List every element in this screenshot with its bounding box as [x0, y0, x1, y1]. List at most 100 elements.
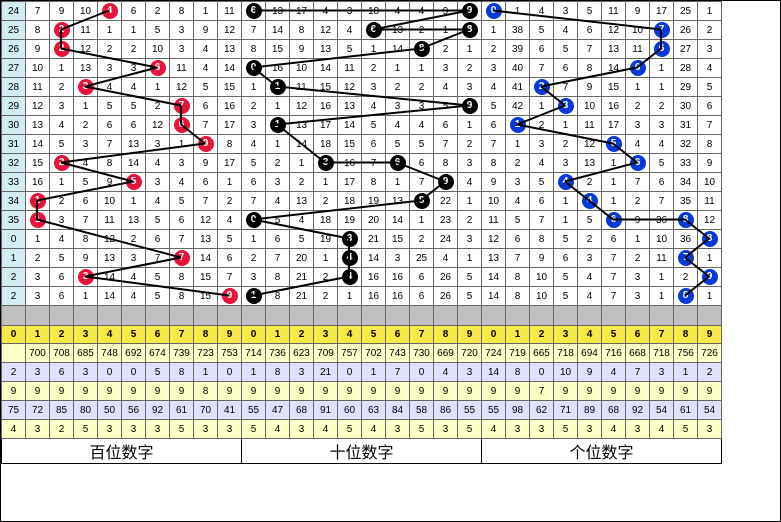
cell: 2	[458, 211, 482, 230]
header-cell: 5	[362, 326, 386, 344]
cell: 17	[338, 173, 362, 192]
cell: 5	[146, 287, 170, 306]
stat-index: 9	[2, 382, 26, 401]
cell: 2	[314, 287, 338, 306]
stat-cell: 714	[242, 344, 266, 363]
cell: 3	[50, 211, 74, 230]
cell: 18	[314, 135, 338, 154]
trend-ball: 7	[174, 250, 190, 266]
cell: 8	[362, 173, 386, 192]
stat-cell: 9	[554, 382, 578, 401]
cell: 7	[170, 249, 194, 268]
cell: 4	[554, 21, 578, 40]
cell: 3	[362, 78, 386, 97]
stat-cell: 4	[650, 420, 674, 439]
cell: 1	[26, 211, 50, 230]
cell: 7	[74, 211, 98, 230]
header-cell: 8	[674, 326, 698, 344]
cell: 7	[530, 59, 554, 78]
cell: 40	[506, 59, 530, 78]
stat-cell: 1	[674, 363, 698, 382]
cell: 3	[386, 249, 410, 268]
cell: 1	[266, 97, 290, 116]
cell: 3	[506, 173, 530, 192]
stat-cell: 4	[602, 363, 626, 382]
cell: 14	[338, 116, 362, 135]
cell: 6	[602, 211, 626, 230]
stat-cell: 5	[674, 420, 698, 439]
stat-cell: 0	[218, 363, 242, 382]
stat-cell: 10	[554, 363, 578, 382]
cell: 16	[266, 59, 290, 78]
cell: 7	[530, 211, 554, 230]
stat-cell: 9	[290, 382, 314, 401]
cell: 12	[602, 21, 626, 40]
cell: 14	[362, 249, 386, 268]
trend-ball: 1	[270, 79, 286, 95]
cell: 9	[218, 287, 242, 306]
cell: 4	[122, 78, 146, 97]
cell: 1	[650, 59, 674, 78]
cell: 14	[98, 268, 122, 287]
stat-cell: 724	[482, 344, 506, 363]
cell: 4	[170, 173, 194, 192]
cell: 8	[578, 59, 602, 78]
cell: 5	[98, 97, 122, 116]
stat-cell: 84	[386, 401, 410, 420]
cell: 6	[98, 116, 122, 135]
cell: 2	[146, 2, 170, 21]
cell: 8	[242, 40, 266, 59]
cell: 9	[434, 173, 458, 192]
stat-cell: 85	[50, 401, 74, 420]
row-index: 25	[2, 21, 26, 40]
stat-cell: 3	[386, 420, 410, 439]
cell: 11	[482, 211, 506, 230]
stat-cell: 54	[698, 401, 722, 420]
row-index: 1	[2, 249, 26, 268]
trend-ball: 9	[438, 174, 454, 190]
cell: 24	[434, 230, 458, 249]
cell: 2	[410, 230, 434, 249]
cell: 12	[98, 230, 122, 249]
cell: 3	[434, 59, 458, 78]
cell: 8	[482, 154, 506, 173]
cell: 1	[26, 192, 50, 211]
cell: 1	[458, 116, 482, 135]
cell: 15	[386, 230, 410, 249]
cell: 12	[698, 211, 722, 230]
stat-cell: 665	[530, 344, 554, 363]
stat-cell: 3	[698, 420, 722, 439]
cell: 12	[314, 21, 338, 40]
cell: 12	[338, 78, 362, 97]
cell: 8	[170, 268, 194, 287]
cell: 12	[578, 135, 602, 154]
cell: 6	[626, 154, 650, 173]
trend-ball: 0	[486, 3, 502, 19]
cell: 3	[458, 78, 482, 97]
cell: 3	[170, 40, 194, 59]
cell: 35	[674, 192, 698, 211]
cell: 5	[146, 268, 170, 287]
cell: 1	[506, 135, 530, 154]
stat-cell: 72	[26, 401, 50, 420]
stat-cell: 55	[482, 401, 506, 420]
header-cell: 1	[26, 326, 50, 344]
stat-cell: 3	[74, 363, 98, 382]
stat-cell: 623	[290, 344, 314, 363]
pane-label: 个位数字	[482, 439, 722, 464]
cell: 11	[290, 78, 314, 97]
header-cell: 6	[386, 326, 410, 344]
cell: 2	[410, 78, 434, 97]
stat-cell: 7	[530, 382, 554, 401]
cell: 16	[602, 97, 626, 116]
cell: 3	[386, 97, 410, 116]
cell: 1	[626, 78, 650, 97]
cell: 2	[314, 192, 338, 211]
cell: 1	[290, 154, 314, 173]
trend-ball: 7	[174, 98, 190, 114]
cell: 7	[482, 135, 506, 154]
cell: 32	[674, 135, 698, 154]
cell: 13	[26, 116, 50, 135]
cell: 3	[530, 135, 554, 154]
cell: 12	[194, 211, 218, 230]
